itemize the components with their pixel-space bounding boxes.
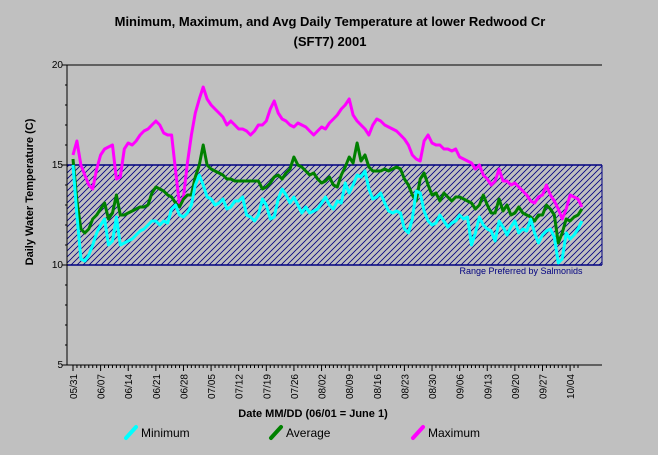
chart-title-line2: (SFT7) 2001 <box>294 34 367 49</box>
legend: Minimum Average Maximum <box>124 425 480 440</box>
series-line-average <box>71 141 584 245</box>
x-tick-label: 08/23 <box>400 374 411 399</box>
preferred-range-band <box>67 164 603 266</box>
series-line-maximum <box>71 85 584 221</box>
x-tick-label: 07/26 <box>290 374 301 399</box>
x-tick-label: 08/09 <box>345 374 356 399</box>
legend-swatch-minimum <box>124 425 138 440</box>
x-tick-label: 07/19 <box>262 374 273 399</box>
y-tick-label: 20 <box>52 60 64 71</box>
x-ticks: 05/31 06/07 06/14 06/21 06/28 07/05 07/12 07/19… <box>69 365 579 399</box>
y-axis-label: Daily Water Temperature (C) <box>24 118 36 265</box>
x-tick-label: 05/31 <box>69 374 80 399</box>
y-ticks: 5 10 15 20 <box>52 60 67 371</box>
x-tick-label: 08/02 <box>318 374 329 399</box>
x-tick-label: 06/07 <box>97 374 108 399</box>
x-tick-label: 09/06 <box>456 374 467 399</box>
x-tick-label: 10/04 <box>566 374 577 399</box>
range-label: Range Preferred by Salmonids <box>459 266 583 276</box>
x-tick-label: 06/14 <box>124 374 135 399</box>
y-tick-label: 10 <box>52 260 64 271</box>
x-tick-label: 06/28 <box>179 374 190 399</box>
series-line-minimum <box>71 164 584 265</box>
legend-swatch-maximum <box>411 425 425 440</box>
x-tick-label: 09/27 <box>538 374 549 399</box>
x-tick-label: 07/12 <box>235 374 246 399</box>
x-tick-label: 09/20 <box>511 374 522 399</box>
series-layer <box>71 85 584 265</box>
legend-label-minimum: Minimum <box>141 426 190 440</box>
legend-label-maximum: Maximum <box>428 426 480 440</box>
y-tick-label: 5 <box>57 360 63 371</box>
x-tick-label: 06/21 <box>152 374 163 399</box>
chart-title-line1: Minimum, Maximum, and Avg Daily Temperat… <box>115 14 546 29</box>
legend-label-average: Average <box>286 426 331 440</box>
x-tick-label: 09/13 <box>483 374 494 399</box>
x-axis-label: Date MM/DD (06/01 = June 1) <box>238 408 388 420</box>
legend-swatch-average <box>269 425 283 440</box>
x-tick-label: 08/16 <box>373 374 384 399</box>
y-tick-label: 15 <box>52 160 64 171</box>
x-tick-label: 07/05 <box>207 374 218 399</box>
range-hatch <box>67 165 602 265</box>
x-tick-label: 08/30 <box>428 374 439 399</box>
